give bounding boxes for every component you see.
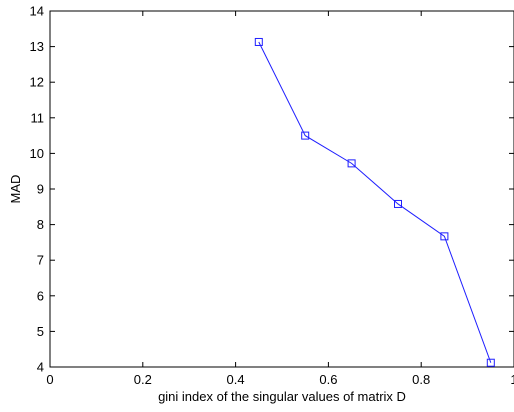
y-tick-label: 13	[30, 39, 44, 54]
x-tick-label: 1	[510, 372, 514, 387]
plot-area-frame	[49, 10, 514, 368]
axis-ticks: 00.20.40.60.814567891011121314	[30, 4, 514, 387]
x-tick-label: 0.8	[412, 372, 430, 387]
series-line	[258, 41, 492, 363]
y-tick-label: 6	[37, 288, 44, 303]
y-tick-label: 4	[37, 360, 44, 375]
y-tick-label: 14	[30, 4, 44, 19]
data-point-marker	[254, 37, 263, 46]
y-tick-label: 7	[37, 253, 44, 268]
x-axis-title: gini index of the singular values of mat…	[158, 389, 406, 404]
y-tick-label: 9	[37, 182, 44, 197]
data-point-marker	[347, 159, 356, 168]
y-axis-title: MAD	[8, 175, 23, 204]
y-tick-label: 12	[30, 75, 44, 90]
y-tick-label: 5	[37, 324, 44, 339]
data-point-marker	[394, 199, 402, 208]
y-tick-label: 8	[37, 217, 44, 232]
y-tick-label: 10	[30, 146, 44, 161]
x-tick-label: 0	[46, 372, 53, 387]
x-tick-label: 0.6	[319, 372, 337, 387]
series-layer	[254, 37, 495, 367]
x-tick-label: 0.4	[227, 372, 245, 387]
data-point-marker	[440, 232, 449, 241]
y-tick-label: 11	[31, 110, 45, 125]
data-point-marker	[301, 131, 310, 140]
x-tick-label: 0.2	[134, 372, 152, 387]
data-point-marker	[486, 358, 495, 367]
